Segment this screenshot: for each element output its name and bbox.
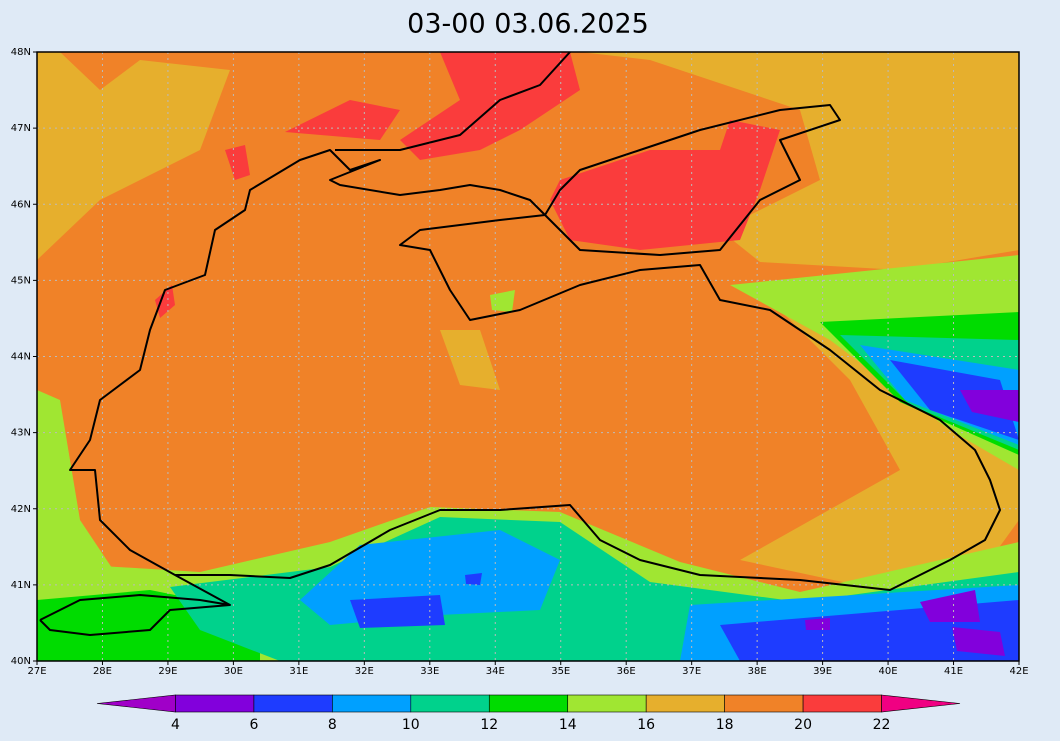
colorbar-label: 10 <box>402 717 420 733</box>
lon-tick-label: 29E <box>158 666 177 677</box>
lon-tick-label: 39E <box>813 666 832 677</box>
colorbar-box <box>410 694 490 713</box>
colorbar-box <box>724 694 804 713</box>
lat-tick-label: 44N <box>11 352 31 363</box>
lat-tick-label: 46N <box>11 199 31 210</box>
lat-tick-label: 45N <box>11 275 31 286</box>
lon-tick-label: 41E <box>944 666 963 677</box>
field <box>37 52 1019 661</box>
lon-tick-label: 30E <box>224 666 243 677</box>
lon-tick-label: 31E <box>289 666 308 677</box>
grid <box>37 52 1019 661</box>
lon-tick-label: 37E <box>682 666 701 677</box>
lon-tick-label: 32E <box>355 666 374 677</box>
colorbar-box <box>567 694 647 713</box>
lat-tick-label: 40N <box>11 656 31 667</box>
colorbar-label: 12 <box>480 717 498 733</box>
field-4-6 <box>805 390 1019 656</box>
field-16-18 <box>37 52 1019 590</box>
colorbar-box <box>488 694 569 713</box>
colorbar-box <box>802 694 882 713</box>
lat-tick-label: 42N <box>11 504 31 515</box>
colorbar-box <box>253 694 333 713</box>
colorbar-box <box>645 694 725 713</box>
colorbar-label: 22 <box>873 717 891 733</box>
colorbar-label: 16 <box>637 717 655 733</box>
colorbar-arrow <box>881 694 961 713</box>
lon-tick-label: 36E <box>617 666 636 677</box>
lon-tick-label: 40E <box>879 666 898 677</box>
colorbar-box <box>332 694 412 713</box>
lon-tick-label: 33E <box>420 666 439 677</box>
lon-tick-label: 38E <box>748 666 767 677</box>
colorbar-label: 14 <box>559 717 577 733</box>
lon-tick-label: 42E <box>1009 666 1028 677</box>
lon-tick-label: 28E <box>93 666 112 677</box>
colorbar-box <box>175 694 255 713</box>
colorbar-label: 4 <box>171 717 180 733</box>
lat-tick-label: 47N <box>11 123 31 134</box>
lon-tick-label: 27E <box>27 666 46 677</box>
lat-tick-label: 41N <box>11 580 31 591</box>
colorbar-arrow <box>96 694 176 713</box>
field-20-22 <box>155 52 780 318</box>
colorbar-label: 8 <box>328 717 337 733</box>
colorbar-label: 20 <box>794 717 812 733</box>
lat-tick-label: 43N <box>11 428 31 439</box>
colorbar: 4 6 8 10 12 14 16 18 20 22 <box>96 694 961 733</box>
colorbar-label: 6 <box>249 717 258 733</box>
coastline <box>39 52 1001 636</box>
lat-tick-label: 48N <box>11 47 31 58</box>
lon-tick-label: 34E <box>486 666 505 677</box>
colorbar-label: 18 <box>716 717 734 733</box>
lon-tick-label: 35E <box>551 666 570 677</box>
map-title: 03-00 03.06.2025 <box>407 9 649 40</box>
